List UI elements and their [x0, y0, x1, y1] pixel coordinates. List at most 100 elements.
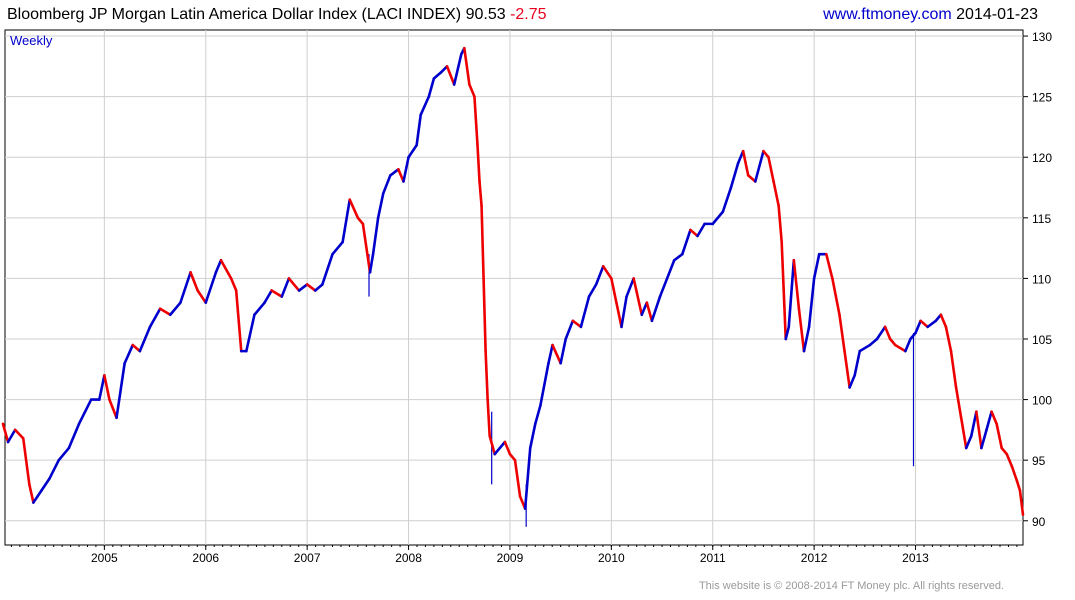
- index-name: Bloomberg JP Morgan Latin America Dollar…: [7, 6, 462, 23]
- price-segment: [48, 458, 61, 480]
- price-segment: [168, 301, 182, 317]
- price-segment: [77, 398, 93, 426]
- y-tick-label: 120: [1032, 151, 1052, 165]
- price-segment: [601, 264, 613, 280]
- price-segment: [909, 331, 917, 341]
- price-segment: [6, 428, 17, 444]
- price-segment: [893, 343, 907, 353]
- price-segment: [625, 277, 635, 298]
- price-segment: [214, 258, 223, 274]
- price-segment: [287, 277, 301, 292]
- price-segment: [650, 295, 662, 323]
- price-segment: [280, 277, 291, 298]
- price-segment: [486, 398, 491, 438]
- price-segment: [452, 52, 463, 86]
- y-tick-label: 110: [1032, 272, 1051, 286]
- price-segment: [741, 149, 750, 177]
- price-segment: [564, 319, 575, 341]
- price-segment: [539, 361, 550, 407]
- x-tick-label: 2012: [801, 551, 828, 565]
- price-segment: [797, 307, 806, 353]
- price-segment: [356, 216, 365, 226]
- price-segment: [579, 295, 591, 329]
- price-segment: [926, 319, 938, 329]
- price-segment: [772, 180, 780, 208]
- price-segment: [445, 65, 456, 86]
- x-axis: 2005 2006 2007 2008 2009 2010 2011 2012 2013: [10, 545, 1018, 565]
- price-segment: [812, 252, 821, 280]
- price-segment: [672, 252, 684, 262]
- price-segment: [838, 313, 846, 353]
- price-segment: [594, 264, 605, 286]
- price-segment: [297, 283, 309, 292]
- price-segment: [780, 240, 786, 292]
- price-segment: [331, 240, 344, 256]
- price-segment: [995, 422, 1004, 450]
- price-segment: [179, 271, 192, 304]
- price-segment: [990, 410, 998, 426]
- y-tick-label: 100: [1032, 394, 1052, 408]
- price-segment: [1018, 489, 1025, 517]
- price-segment: [559, 337, 568, 365]
- price-segment: [754, 149, 765, 183]
- price-segment: [189, 271, 199, 292]
- price-segment: [407, 143, 418, 159]
- x-tick-label: 2010: [598, 551, 625, 565]
- header-right: www.ftmoney.com 2014-01-23: [823, 6, 1038, 24]
- price-segment: [721, 186, 733, 214]
- last-value: 90.53: [465, 6, 506, 23]
- price-segment: [782, 289, 788, 341]
- price-segment: [1005, 452, 1014, 468]
- price-segment: [305, 283, 317, 292]
- price-segment: [313, 283, 324, 292]
- price-segment: [28, 483, 35, 504]
- price-segment: [762, 149, 770, 159]
- price-segment: [711, 216, 720, 226]
- price-segment: [954, 386, 963, 420]
- price-segment: [1010, 464, 1019, 483]
- price-segment: [263, 289, 273, 304]
- price-segment: [792, 258, 801, 311]
- price-segment: [645, 301, 654, 323]
- price-segment: [32, 489, 43, 504]
- price-segment: [468, 83, 476, 98]
- price-segment: [402, 155, 410, 183]
- price-segment: [115, 361, 126, 420]
- price-segment: [371, 216, 380, 256]
- price-segment: [949, 349, 958, 389]
- price-segment: [439, 65, 449, 74]
- change-value: -2.75: [510, 6, 547, 23]
- chart-title: Bloomberg JP Morgan Latin America Dollar…: [7, 6, 547, 24]
- price-segment: [493, 446, 502, 456]
- price-segment: [138, 325, 152, 353]
- y-tick-label: 95: [1032, 454, 1046, 468]
- price-segment: [944, 325, 953, 353]
- price-segment: [1015, 479, 1022, 492]
- price-segment: [158, 307, 172, 317]
- price-segment: [615, 301, 623, 329]
- y-tick-label: 130: [1032, 30, 1052, 44]
- price-segment: [376, 192, 385, 220]
- price-segment: [729, 161, 740, 189]
- price-segment: [767, 155, 775, 183]
- plot-area: [4, 29, 1024, 546]
- price-segment: [969, 410, 978, 438]
- x-tick-label: 2009: [497, 551, 524, 565]
- price-segment: [632, 277, 644, 317]
- price-segment: [528, 422, 537, 450]
- y-axis: 90 95 100 105 110 115 120 125 130: [1023, 30, 1052, 529]
- price-segment: [476, 143, 481, 183]
- price-segment: [131, 343, 142, 353]
- price-segment: [368, 252, 375, 274]
- price-segment: [196, 289, 208, 304]
- price-segment: [419, 95, 431, 117]
- price-segment: [484, 349, 489, 401]
- price-segment: [985, 410, 993, 432]
- price-segment: [229, 277, 238, 292]
- price-segment: [787, 258, 796, 329]
- price-segment: [547, 343, 554, 365]
- site-link[interactable]: www.ftmoney.com: [823, 6, 952, 23]
- price-segment: [904, 337, 912, 353]
- y-tick-label: 125: [1032, 91, 1052, 105]
- chart-date: 2014-01-23: [956, 6, 1038, 23]
